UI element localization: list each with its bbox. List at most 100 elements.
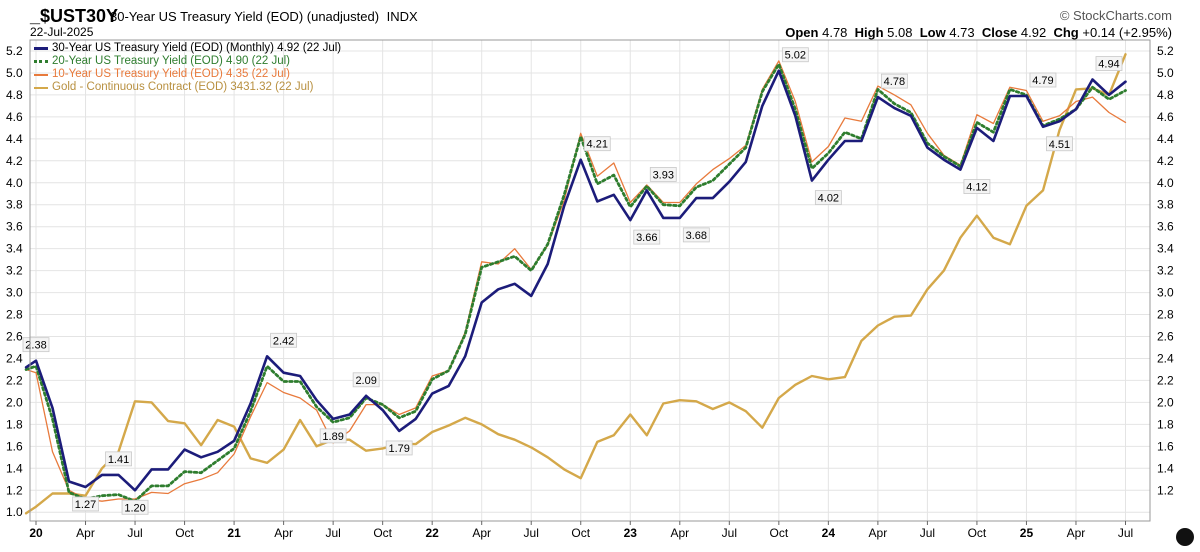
y-tick-label-right: 5.0 xyxy=(1157,66,1174,80)
low-value: 4.73 xyxy=(949,25,975,40)
data-label-box xyxy=(583,136,611,152)
y-tick-label-left: 2.2 xyxy=(6,373,23,387)
data-label: 4.02 xyxy=(818,193,839,205)
y-tick-label-left: 1.4 xyxy=(6,461,23,475)
legend-label-gold: Gold - Continuous Contract (EOD) 3431.32… xyxy=(52,81,314,93)
series-line-1 xyxy=(24,62,1127,503)
y-tick-label-right: 2.8 xyxy=(1157,308,1174,322)
chg-value: +0.14 (+2.95%) xyxy=(1082,25,1172,40)
y-tick-label-right: 3.6 xyxy=(1157,220,1174,234)
data-label: 4.78 xyxy=(884,76,905,88)
legend-label-30y: 30-Year US Treasury Yield (EOD) (Monthly… xyxy=(52,42,342,54)
x-tick-label: 21 xyxy=(227,526,241,540)
close-label: Close xyxy=(981,25,1018,40)
data-label: 5.02 xyxy=(785,50,806,62)
ticker-symbol: _$UST30Y xyxy=(30,6,119,26)
y-tick-label-left: 2.6 xyxy=(6,330,23,344)
y-tick-label-right: 2.4 xyxy=(1157,351,1174,365)
data-label: 4.79 xyxy=(1032,75,1053,87)
y-tick-label-left: 2.8 xyxy=(6,308,23,322)
x-tick-label: Oct xyxy=(373,526,392,540)
data-label-box xyxy=(121,499,149,515)
y-tick-label-right: 1.4 xyxy=(1157,461,1174,475)
legend-swatch-gold xyxy=(34,86,48,89)
data-label-box xyxy=(270,332,298,348)
data-label-box xyxy=(1029,72,1057,88)
x-tick-label: Apr xyxy=(76,526,95,540)
low-label: Low xyxy=(919,25,946,40)
x-tick-label: 20 xyxy=(29,526,43,540)
close-value: 4.92 xyxy=(1020,25,1047,40)
y-tick-label-right: 2.2 xyxy=(1157,373,1174,387)
series-line-3 xyxy=(24,53,1127,515)
x-tick-label: Jul xyxy=(325,526,340,540)
data-label: 2.09 xyxy=(355,375,376,387)
y-tick-label-right: 3.8 xyxy=(1157,198,1174,212)
x-tick-label: Jul xyxy=(524,526,539,540)
y-tick-label-left: 3.2 xyxy=(6,264,23,278)
y-tick-label-left: 5.2 xyxy=(6,44,23,58)
x-tick-label: Apr xyxy=(869,526,888,540)
data-label: 1.89 xyxy=(322,431,343,443)
data-label-box xyxy=(72,496,99,512)
data-label: 3.93 xyxy=(653,169,674,181)
legend-swatch-30y xyxy=(34,47,48,50)
brand-watermark[interactable]: © StockCharts.com xyxy=(1059,8,1172,23)
y-tick-label-left: 3.6 xyxy=(6,220,23,234)
y-tick-label-left: 1.8 xyxy=(6,417,23,431)
data-label-box xyxy=(814,190,842,205)
y-tick-label-left: 2.0 xyxy=(6,395,23,409)
y-tick-label-left: 5.0 xyxy=(6,66,23,80)
data-label: 4.21 xyxy=(587,139,608,151)
data-label-box xyxy=(880,73,908,89)
y-tick-label-left: 4.2 xyxy=(6,154,23,168)
legend-swatch-20y xyxy=(34,60,48,63)
x-tick-label: Oct xyxy=(769,526,788,540)
y-tick-label-right: 4.4 xyxy=(1157,132,1174,146)
data-label: 1.79 xyxy=(388,443,409,455)
y-tick-label-right: 4.0 xyxy=(1157,176,1174,190)
x-tick-label: Apr xyxy=(1067,526,1086,540)
chart-date: 22-Jul-2025 xyxy=(30,25,94,39)
y-tick-label-left: 3.0 xyxy=(6,286,23,300)
data-label: 1.41 xyxy=(108,454,129,466)
high-value: 5.08 xyxy=(887,25,913,40)
description-text: 30-Year US Treasury Yield (EOD) (unadjus… xyxy=(110,9,380,24)
legend-swatch-10y xyxy=(34,73,48,76)
data-label-box xyxy=(633,229,661,245)
y-tick-label-right: 4.6 xyxy=(1157,110,1174,124)
data-label-box xyxy=(649,167,677,182)
x-tick-label: 24 xyxy=(822,526,836,540)
y-tick-label-right: 1.8 xyxy=(1157,417,1174,431)
data-label: 2.42 xyxy=(273,335,294,347)
data-label-box xyxy=(1095,56,1123,71)
chart-header: _$UST30Y 30-Year US Treasury Yield (EOD)… xyxy=(0,0,1200,40)
exchange-text: INDX xyxy=(386,9,418,24)
y-tick-label-right: 3.2 xyxy=(1157,264,1174,278)
y-tick-label-right: 1.6 xyxy=(1157,439,1174,453)
data-label: 2.38 xyxy=(25,340,46,352)
x-tick-label: 25 xyxy=(1020,526,1034,540)
x-tick-label: Oct xyxy=(571,526,590,540)
y-tick-label-left: 3.4 xyxy=(6,242,23,256)
axes: 1.0 1.2 1.4 1.6 1.8 2.0 2.2 2.4 2.6 2.8 3.0 3.2 3.4 3… xyxy=(6,39,1174,540)
quote-summary: Open 4.78 High 5.08 Low 4.73 Close 4.92 … xyxy=(785,25,1172,40)
x-tick-label: 22 xyxy=(425,526,439,540)
legend-label-20y: 20-Year US Treasury Yield (EOD) 4.90 (22… xyxy=(52,55,290,67)
chg-label: Chg xyxy=(1053,25,1079,40)
y-tick-label-left: 1.6 xyxy=(6,439,23,453)
y-tick-label-left: 4.8 xyxy=(6,88,23,102)
legend-item-gold: Gold - Continuous Contract (EOD) 3431.32… xyxy=(34,81,341,94)
data-label-box xyxy=(1046,136,1073,152)
x-tick-label: Jul xyxy=(722,526,737,540)
data-label: 3.66 xyxy=(636,232,657,244)
open-value: 4.78 xyxy=(822,25,848,40)
x-tick-label: Apr xyxy=(670,526,689,540)
y-tick-label-right: 2.6 xyxy=(1157,330,1174,344)
y-tick-label-left: 3.8 xyxy=(6,198,23,212)
x-tick-label: Jul xyxy=(1118,526,1133,540)
legend-item-20y: 20-Year US Treasury Yield (EOD) 4.90 (22… xyxy=(34,55,341,68)
ticker-description: 30-Year US Treasury Yield (EOD) (unadjus… xyxy=(110,9,418,24)
corner-dot xyxy=(1176,528,1194,546)
